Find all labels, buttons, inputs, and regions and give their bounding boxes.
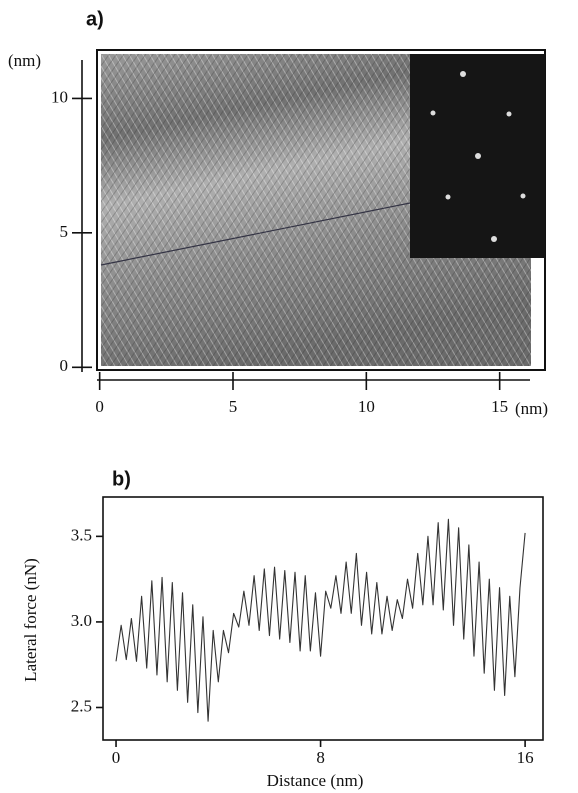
y-tick-label: 10 — [51, 87, 68, 106]
y-tick-label: 0 — [60, 356, 69, 375]
panel-label: b) — [112, 468, 131, 490]
x-tick-label: 8 — [316, 748, 325, 767]
x-axis-label: Distance (nm) — [267, 771, 364, 790]
y-tick-label: 3.5 — [71, 525, 92, 544]
y-tick-label: 2.5 — [71, 696, 92, 715]
y-axis-label: Lateral force (nN) — [21, 558, 40, 682]
x-tick-label: 0 — [112, 748, 121, 767]
x-axis-label: (nm) — [515, 399, 548, 418]
y-tick-label: 3.0 — [71, 611, 92, 630]
panel-label: a) — [86, 8, 104, 30]
data-line — [115, 518, 526, 722]
x-tick-label: 0 — [95, 397, 104, 416]
x-tick-label: 15 — [491, 397, 508, 416]
plot-frame — [102, 496, 544, 741]
x-tick-label: 10 — [358, 397, 375, 416]
afm-image — [96, 49, 546, 371]
y-axis-label: (nm) — [8, 51, 41, 70]
y-tick-label: 5 — [60, 222, 69, 241]
x-tick-label: 5 — [229, 397, 238, 416]
x-tick-label: 16 — [517, 748, 534, 767]
